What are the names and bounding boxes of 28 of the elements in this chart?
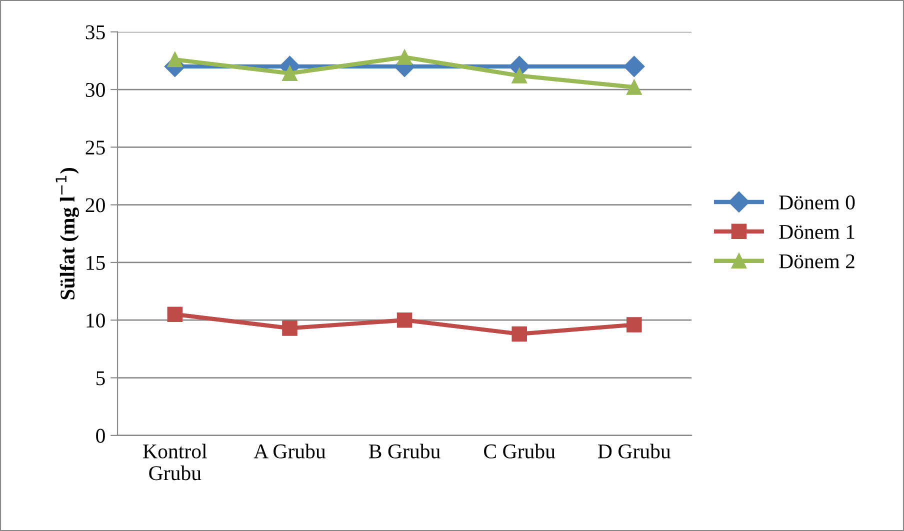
- point: [626, 80, 642, 95]
- point: [167, 306, 183, 322]
- y-tick-label: 25: [86, 140, 105, 155]
- point: [282, 320, 298, 336]
- y-tick-label: 20: [86, 198, 105, 212]
- point: [282, 66, 298, 82]
- point: [167, 52, 183, 68]
- y-tick-label: 0: [96, 428, 105, 443]
- legend-label: Dönem 1: [779, 224, 854, 239]
- y-tick-label: 15: [86, 256, 105, 270]
- y-axis-title: Sülfat (mg l$^{−1}$): [56, 168, 79, 300]
- x-tick-label: D Grubu: [598, 444, 671, 458]
- x-tick-label: B Grubu: [368, 444, 440, 458]
- y-tick-label: 5: [96, 371, 105, 386]
- y-tick-label: 30: [86, 82, 105, 97]
- point: [512, 68, 527, 84]
- y-tick-label: 35: [86, 25, 105, 40]
- point: [396, 312, 412, 328]
- point: [624, 56, 645, 77]
- x-tick-label: C Grubu: [484, 444, 556, 458]
- point: [512, 326, 527, 342]
- y-tick-label: 10: [86, 313, 105, 328]
- point: [396, 50, 412, 65]
- x-tick-label: A Grubu: [254, 444, 326, 458]
- point: [626, 317, 642, 332]
- legend-label: Dönem 2: [779, 254, 854, 268]
- legend-label: Dönem 0: [779, 195, 855, 210]
- x-tick-label: Kontrol Grubu: [143, 444, 207, 480]
